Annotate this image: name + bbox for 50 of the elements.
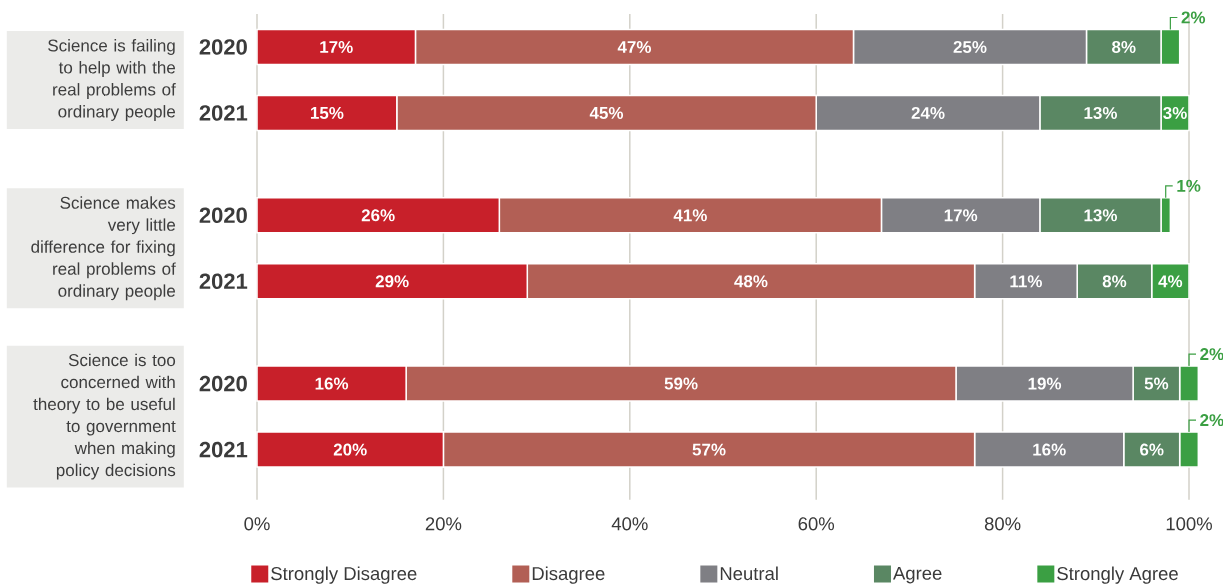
x-tick-label: 40% bbox=[611, 517, 648, 531]
y-tick-label: 2020 bbox=[199, 375, 247, 392]
data-label: 11% bbox=[1010, 275, 1042, 288]
x-tick-label: 60% bbox=[798, 517, 835, 531]
data-label: 41% bbox=[673, 209, 707, 222]
data-label: 47% bbox=[617, 41, 652, 53]
legend-label: Agree bbox=[893, 566, 942, 584]
data-label: 4% bbox=[1158, 275, 1183, 288]
data-label: 16% bbox=[315, 377, 349, 390]
y-tick-label: 2021 bbox=[199, 273, 248, 290]
data-label: 8% bbox=[1102, 275, 1127, 288]
y-tick-label: 2021 bbox=[199, 105, 248, 121]
legend-label: Disagree bbox=[532, 566, 605, 584]
legend-label: Strongly Agree bbox=[1057, 566, 1178, 584]
y-tick-label: 2020 bbox=[199, 39, 247, 55]
data-label: 13% bbox=[1084, 209, 1118, 222]
y-tick-label: 2020 bbox=[199, 207, 247, 224]
x-tick-label: 0% bbox=[244, 517, 270, 531]
data-label: 57% bbox=[692, 443, 726, 456]
data-label: 45% bbox=[589, 106, 624, 119]
data-label: 3% bbox=[1163, 106, 1187, 120]
data-label: 26% bbox=[361, 209, 395, 222]
data-label: 2% bbox=[1200, 348, 1223, 361]
data-label: 5% bbox=[1144, 377, 1169, 390]
data-label: 29% bbox=[375, 275, 409, 288]
data-label: 15% bbox=[310, 106, 344, 119]
legend-label: Neutral bbox=[720, 566, 778, 581]
data-label: 20% bbox=[333, 443, 367, 456]
x-tick-label: 100% bbox=[1166, 517, 1212, 531]
data-label: 48% bbox=[734, 275, 768, 288]
data-label: 1% bbox=[1177, 179, 1201, 192]
y-tick-label: 2021 bbox=[199, 441, 248, 458]
x-tick-label: 20% bbox=[425, 517, 462, 531]
data-label: 59% bbox=[664, 377, 698, 390]
data-label: 17% bbox=[944, 209, 978, 222]
data-label: 19% bbox=[1028, 377, 1062, 390]
data-label: 16% bbox=[1033, 443, 1066, 456]
text: Science is too concerned with theory to be useful to government when making policy decisions bbox=[33, 353, 176, 480]
data-label: 2% bbox=[1200, 414, 1223, 427]
data-label: 13% bbox=[1084, 106, 1118, 120]
data-label: 8% bbox=[1112, 40, 1136, 54]
x-tick-label: 80% bbox=[984, 517, 1021, 531]
text: Science makes very little difference for fixing real problems of ordinary people bbox=[31, 196, 176, 301]
data-label: 24% bbox=[911, 106, 945, 119]
data-label: 2% bbox=[1181, 11, 1206, 24]
legend-label: Strongly Disagree bbox=[271, 566, 417, 584]
text: Science is failing to help with the real problems of ordinary people bbox=[48, 39, 176, 121]
data-label: 25% bbox=[953, 40, 987, 54]
data-label: 6% bbox=[1140, 443, 1164, 456]
data-label: 17% bbox=[320, 41, 353, 53]
